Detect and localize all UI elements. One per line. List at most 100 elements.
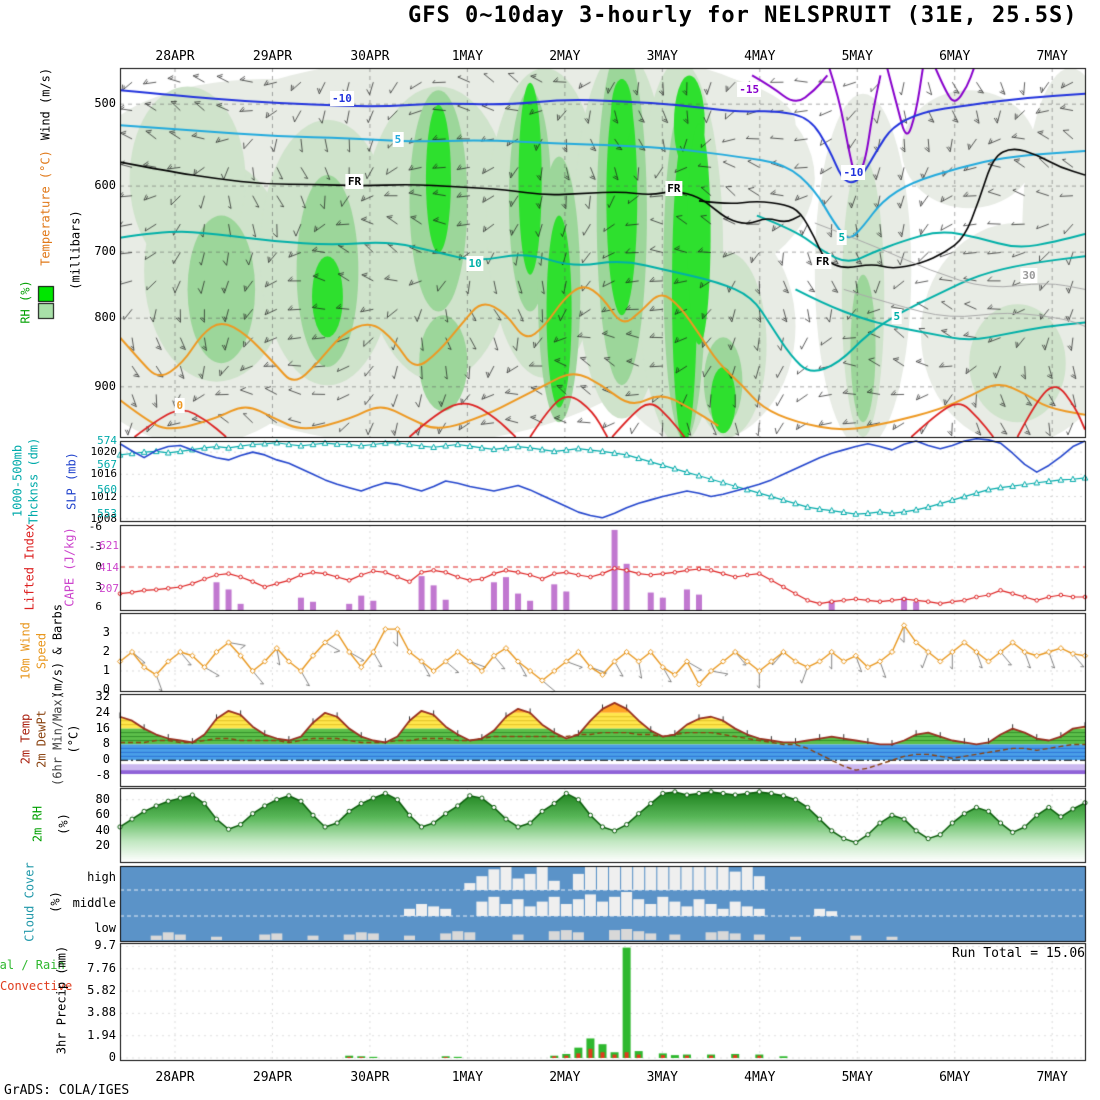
axis-title: (%) [48, 891, 63, 913]
thickness-tick: 574 [97, 434, 117, 447]
axis-title: Wind (m/s) [38, 67, 53, 141]
x-axis-label-top: 4MAY [744, 49, 776, 64]
contour-label: -10 [841, 165, 866, 181]
axis-title: (°C) [66, 724, 81, 754]
chart-title: GFS 0~10day 3-hourly for NELSPRUIT (31E,… [408, 3, 1078, 28]
li-tick: 3 [95, 580, 102, 593]
x-axis-label-top: 5MAY [841, 49, 873, 64]
cape-tick: 414 [99, 560, 119, 574]
axis-title: Lifted Index [22, 523, 37, 611]
contour-label: 5 [392, 131, 404, 147]
rh-tick: 60 [95, 807, 110, 822]
contour-label: FR [345, 174, 364, 190]
contour-label: 5 [891, 309, 903, 325]
thickness-tick: 560 [97, 482, 117, 496]
axis-title: 2m RH [30, 805, 45, 843]
thickness-tick: 567 [97, 458, 117, 472]
precip-tick: 9.7 [94, 938, 116, 953]
pressure-tick: 500 [94, 96, 116, 111]
grads-credit: GrADS: COLA/IGES [4, 1083, 130, 1098]
cloud-row-label: high [87, 870, 116, 884]
li-tick: 0 [95, 560, 102, 573]
precip-tick: 1.94 [87, 1027, 116, 1042]
wind-tick: 1 [102, 662, 110, 677]
rh-tick: 80 [95, 791, 110, 806]
cloud-row-label: low [94, 921, 116, 935]
x-axis-label-bottom: 3MAY [646, 1070, 678, 1085]
li-tick: -6 [88, 520, 102, 533]
axis-title: (6hr Min/Max) [50, 692, 65, 786]
precip-tick: 3.88 [87, 1005, 116, 1020]
axis-title: (%) [56, 813, 71, 835]
cape-tick: 207 [99, 581, 119, 595]
contour-label: FR [665, 181, 683, 197]
x-axis-label-bottom: 30APR [350, 1070, 390, 1085]
x-axis-label-top: 2MAY [549, 49, 581, 64]
slp-tick: 1020 [90, 445, 118, 459]
pressure-tick: 900 [94, 378, 116, 393]
contour-label: 5 [836, 229, 848, 245]
contour-label: -15 [737, 82, 762, 98]
axis-title: (m/s) & Barbs [50, 604, 65, 698]
precip-tick: 5.82 [87, 983, 116, 998]
run-total-label: Run Total = 15.06 [951, 946, 1085, 961]
axis-title: Cloud Cover [22, 862, 37, 942]
pressure-tick: 700 [94, 244, 116, 259]
axis-title: SLP (mb) [64, 452, 79, 510]
rh-tick: 40 [95, 822, 110, 837]
x-axis-label-top: 7MAY [1036, 49, 1068, 64]
cape-tick: 621 [99, 539, 119, 553]
axis-title: Convective [0, 979, 73, 993]
axis-title: 1000-500mb [10, 444, 25, 518]
contour-label: -10 [330, 91, 354, 107]
axis-title: 3hr Precip (mm) [54, 945, 69, 1055]
x-axis-label-bottom: 29APR [252, 1070, 293, 1085]
x-axis-label-bottom: 2MAY [549, 1070, 581, 1085]
axis-title: Temperature (°C) [38, 150, 53, 266]
axis-title: CAPE (J/kg) [62, 527, 77, 607]
cloud-row-label: middle [72, 896, 116, 910]
temp-tick: 24 [95, 704, 110, 719]
x-axis-label-bottom: 28APR [155, 1070, 195, 1085]
precip-tick: 0 [108, 1050, 116, 1064]
axis-title: Total / Rain [0, 958, 65, 972]
contour-label: 30 [1020, 268, 1038, 284]
wind-tick: 3 [102, 624, 110, 639]
axis-title: 2m Temp [18, 713, 33, 765]
x-axis-label-top: 29APR [252, 49, 293, 64]
axis-title: (millibars) [68, 210, 83, 290]
pressure-tick: 800 [94, 310, 116, 325]
x-axis-label-bottom: 4MAY [744, 1070, 776, 1085]
temp-tick: 32 [95, 688, 110, 703]
temp-tick: 16 [95, 720, 110, 735]
thickness-tick: 553 [97, 507, 117, 521]
rh-tick: 20 [95, 838, 110, 853]
axis-title: RH (%) [18, 280, 33, 324]
wind-tick: 2 [102, 643, 110, 658]
contour-label: 0 [174, 397, 186, 413]
precip-tick: 7.76 [87, 960, 116, 975]
slp-tick: 1008 [90, 511, 118, 525]
x-axis-label-top: 3MAY [646, 49, 678, 64]
contour-label: 10 [466, 255, 484, 271]
li-tick: 6 [95, 600, 102, 613]
pressure-tick: 600 [94, 178, 116, 193]
x-axis-label-bottom: 1MAY [451, 1070, 484, 1085]
axis-title: Thcknss (dm) [26, 437, 41, 525]
li-tick: -3 [88, 540, 102, 553]
temp-tick: -8 [95, 768, 110, 783]
x-axis-label-bottom: 7MAY [1036, 1070, 1068, 1085]
x-axis-label-bottom: 5MAY [841, 1070, 873, 1085]
axis-title: Speed [34, 632, 49, 670]
axis-title: 10m Wind [18, 622, 33, 680]
temp-tick: 8 [102, 736, 110, 751]
temp-tick: 0 [102, 752, 110, 767]
slp-tick: 1012 [90, 489, 118, 503]
wind-tick: 0 [102, 682, 110, 696]
x-axis-label-bottom: 6MAY [939, 1070, 971, 1085]
x-axis-label-top: 1MAY [451, 49, 484, 64]
x-axis-label-top: 6MAY [939, 49, 971, 64]
axis-title: 2m DewPt [34, 710, 49, 768]
